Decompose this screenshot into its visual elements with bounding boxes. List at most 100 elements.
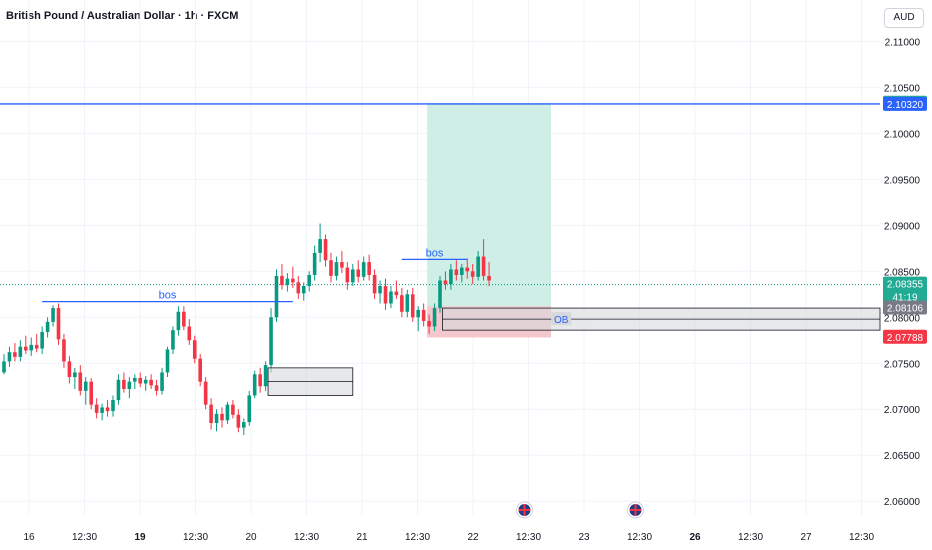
- candle-body: [149, 379, 153, 386]
- candle-body: [465, 267, 470, 272]
- bos-label: bos: [159, 290, 177, 302]
- x-tick-label: 12:30: [294, 532, 319, 543]
- candlestick-series: [2, 223, 491, 435]
- candle-body: [487, 275, 491, 281]
- candle-body: [351, 269, 355, 283]
- time-axis[interactable]: 16 12:30 19 12:30 20 12:30 21 12:30 22 12:30 23 12:…: [23, 532, 874, 543]
- candle-body: [291, 278, 295, 283]
- candle-body: [214, 413, 219, 424]
- candle-body: [165, 349, 170, 373]
- price-axis[interactable]: 2.11000 2.10500 2.10000 2.09500 2.09000 2.085…: [884, 37, 921, 508]
- candle-body: [372, 274, 377, 294]
- candle-body: [225, 404, 230, 421]
- x-tick-label: 12:30: [516, 532, 541, 543]
- candle-body: [192, 340, 197, 359]
- candle-body: [209, 404, 213, 424]
- x-tick-label: 27: [800, 532, 812, 543]
- candle-body: [182, 311, 186, 327]
- candle-body: [460, 267, 464, 275]
- candle-body: [198, 358, 202, 382]
- candle-body: [323, 239, 328, 261]
- drawing-overlays[interactable]: OB bos bos: [42, 247, 881, 519]
- candle-body: [94, 404, 99, 413]
- x-tick-label: 20: [245, 532, 257, 543]
- candle-body: [176, 311, 181, 331]
- candle-body: [361, 262, 366, 277]
- price-label-badge: [883, 329, 927, 344]
- y-tick-label: 2.09500: [884, 175, 921, 186]
- candle-body: [24, 346, 28, 351]
- y-tick-label: 2.08500: [884, 267, 921, 278]
- price-label-badge: [883, 96, 927, 111]
- y-tick-label: 2.10000: [884, 129, 921, 140]
- candle-body: [280, 275, 284, 286]
- x-tick-label: 12:30: [849, 532, 874, 543]
- y-tick-label: 2.07000: [884, 405, 921, 416]
- order-block-label-bg: [551, 312, 572, 326]
- candle-body: [231, 404, 235, 415]
- candle-body: [242, 422, 246, 428]
- candle-body: [307, 274, 311, 287]
- candle-body: [78, 372, 83, 391]
- x-tick-label: 12:30: [738, 532, 763, 543]
- candle-body: [220, 413, 224, 421]
- candle-body: [111, 400, 115, 412]
- y-tick-label: 2.06500: [884, 451, 921, 462]
- y-tick-label: 2.11000: [885, 37, 921, 48]
- candle-body: [427, 320, 431, 327]
- candle-body: [73, 372, 77, 378]
- candle-body: [438, 280, 442, 309]
- candle-body: [51, 308, 55, 322]
- candle-body: [378, 286, 382, 294]
- candle-body: [247, 395, 252, 423]
- candle-body: [449, 269, 453, 285]
- candle-body: [45, 321, 50, 332]
- bos-label: bos: [426, 247, 444, 259]
- x-tick-label: 26: [689, 532, 701, 543]
- candle-body: [236, 414, 241, 428]
- x-tick-label: 16: [23, 532, 35, 543]
- candle-body: [400, 295, 404, 312]
- candle-body: [263, 365, 268, 387]
- candle-body: [421, 309, 426, 321]
- candle-body: [89, 381, 93, 405]
- candle-body: [383, 286, 388, 304]
- price-label-text: 2.10320: [887, 100, 924, 111]
- x-tick-label: 12:30: [627, 532, 652, 543]
- candle-body: [252, 374, 257, 396]
- y-tick-label: 2.06000: [884, 497, 921, 508]
- price-label-text: 2.08355: [887, 280, 924, 291]
- candle-body: [127, 381, 132, 390]
- candle-body: [285, 278, 290, 286]
- candle-body: [258, 374, 262, 387]
- candle-body: [334, 262, 339, 276]
- chart-title: British Pound / Australian Dollar · 1h ·…: [6, 10, 239, 22]
- candle-body: [312, 252, 317, 275]
- candle-body: [133, 377, 137, 382]
- candle-body: [18, 346, 23, 357]
- currency-selector[interactable]: AUD: [884, 8, 924, 28]
- candle-body: [269, 317, 273, 366]
- x-tick-label: 21: [356, 532, 368, 543]
- candle-body: [67, 361, 72, 378]
- candle-body: [345, 267, 350, 283]
- candle-body: [296, 282, 301, 294]
- candle-body: [7, 352, 12, 362]
- candle-body: [356, 269, 361, 277]
- candle-body: [301, 286, 306, 294]
- candle-body: [443, 280, 448, 285]
- candle-body: [105, 407, 110, 412]
- candle-body: [318, 239, 322, 253]
- x-tick-label: 23: [578, 532, 590, 543]
- x-tick-label: 22: [467, 532, 479, 543]
- price-label-countdown: 41:19: [892, 293, 917, 304]
- event-flag-icon: [516, 501, 533, 519]
- candle-body: [389, 291, 393, 304]
- candle-body: [40, 331, 44, 349]
- candle-body: [470, 271, 475, 277]
- candle-body: [122, 379, 126, 390]
- candle-body: [62, 339, 66, 362]
- candle-body: [481, 256, 486, 276]
